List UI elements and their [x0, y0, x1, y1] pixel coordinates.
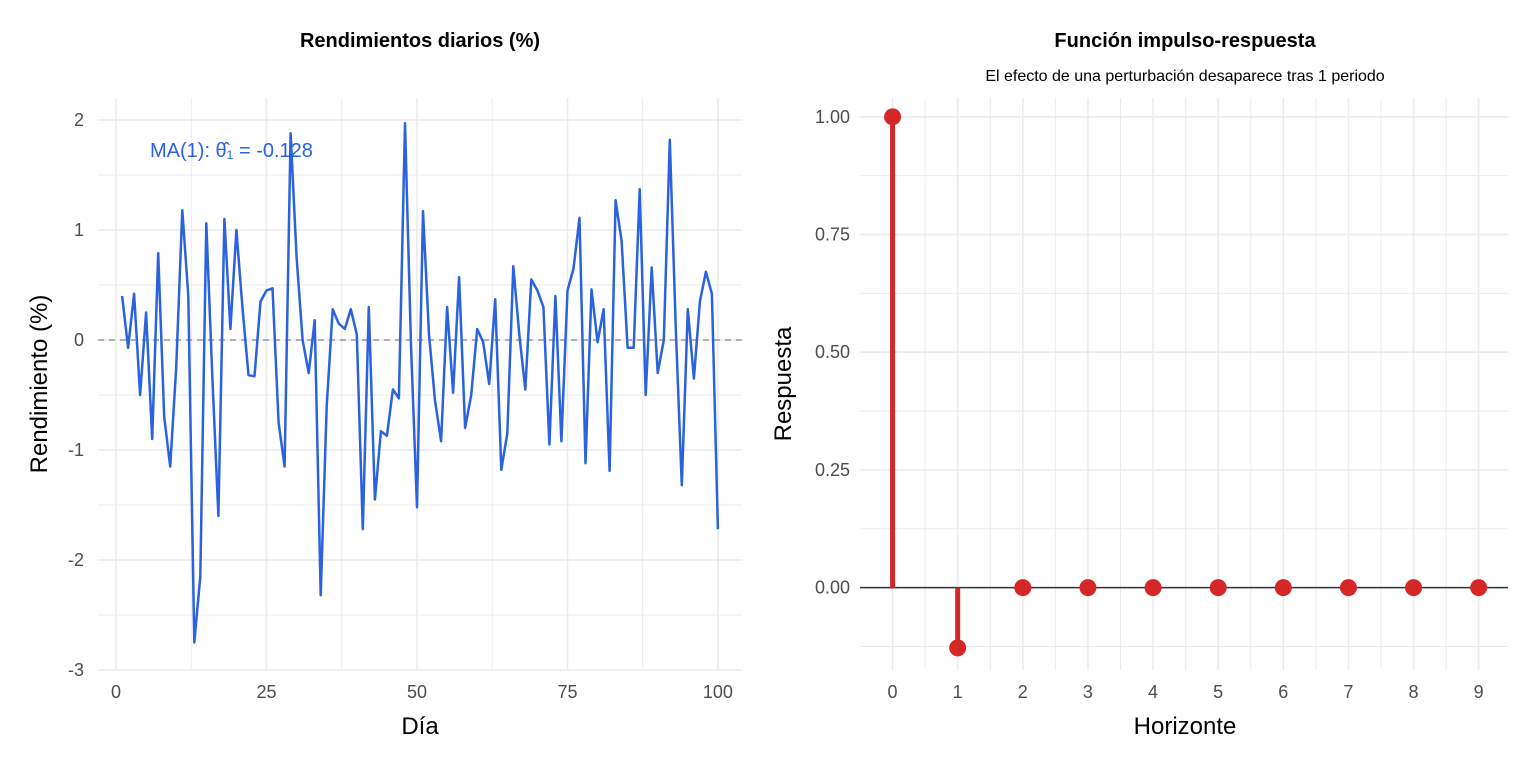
y-tick-label: -1 — [68, 440, 84, 460]
y-tick-label: 0.00 — [815, 578, 850, 598]
irf-point — [1144, 579, 1162, 597]
y-tick-label: 2 — [74, 110, 84, 130]
x-tick-label: 8 — [1409, 682, 1419, 702]
returns-x-axis-label: Día — [401, 713, 439, 740]
returns-y-axis-label: Rendimiento (%) — [26, 295, 53, 474]
x-tick-label: 9 — [1474, 682, 1484, 702]
x-tick-label: 3 — [1083, 682, 1093, 702]
returns-chart-title: Rendimientos diarios (%) — [300, 30, 540, 52]
x-tick-label: 5 — [1213, 682, 1223, 702]
y-tick-label: 0.25 — [815, 460, 850, 480]
y-tick-label: 0 — [74, 330, 84, 350]
y-tick-label: -2 — [68, 550, 84, 570]
irf-point — [1470, 579, 1488, 597]
irf-y-ticks: 0.00 0.25 0.50 0.75 1.00 — [815, 107, 850, 598]
x-tick-label: 100 — [703, 682, 733, 702]
x-tick-label: 6 — [1278, 682, 1288, 702]
irf-point — [1339, 579, 1357, 597]
x-tick-label: 2 — [1018, 682, 1028, 702]
returns-y-ticks: -3 -2 -1 0 1 2 — [68, 110, 84, 680]
y-tick-label: 1.00 — [815, 107, 850, 127]
irf-chart-subtitle: El efecto de una perturbación desaparece… — [985, 68, 1384, 85]
returns-chart: Rendimientos diarios (%) -3 -2 -1 0 1 2 0 25 50… — [26, 30, 742, 740]
irf-point — [1209, 579, 1227, 597]
irf-point — [1014, 579, 1032, 597]
returns-series-line — [120, 122, 720, 644]
irf-point — [884, 108, 902, 126]
irf-point — [949, 639, 967, 657]
x-tick-label: 0 — [888, 682, 898, 702]
y-tick-label: -3 — [68, 660, 84, 680]
x-tick-label: 25 — [257, 682, 277, 702]
x-tick-label: 1 — [953, 682, 963, 702]
x-tick-label: 0 — [111, 682, 121, 702]
irf-point — [1405, 579, 1423, 597]
ma-annotation: MA(1): θ̂₁ = -0.128 — [150, 140, 313, 162]
x-tick-label: 75 — [557, 682, 577, 702]
x-tick-label: 4 — [1148, 682, 1158, 702]
irf-point — [1274, 579, 1292, 597]
x-tick-label: 50 — [407, 682, 427, 702]
y-tick-label: 0.75 — [815, 225, 850, 245]
irf-y-axis-label: Respuesta — [770, 326, 797, 441]
irf-x-ticks: 0 1 2 3 4 5 6 7 8 9 — [888, 682, 1484, 702]
irf-stems — [884, 108, 1488, 657]
irf-point — [1079, 579, 1097, 597]
y-tick-label: 0.50 — [815, 342, 850, 362]
returns-x-ticks: 0 25 50 75 100 — [111, 682, 733, 702]
x-tick-label: 7 — [1343, 682, 1353, 702]
y-tick-label: 1 — [74, 220, 84, 240]
irf-chart: Función impulso-respuesta El efecto de u… — [770, 30, 1508, 740]
irf-x-axis-label: Horizonte — [1134, 713, 1237, 740]
irf-chart-title: Función impulso-respuesta — [1054, 30, 1316, 52]
